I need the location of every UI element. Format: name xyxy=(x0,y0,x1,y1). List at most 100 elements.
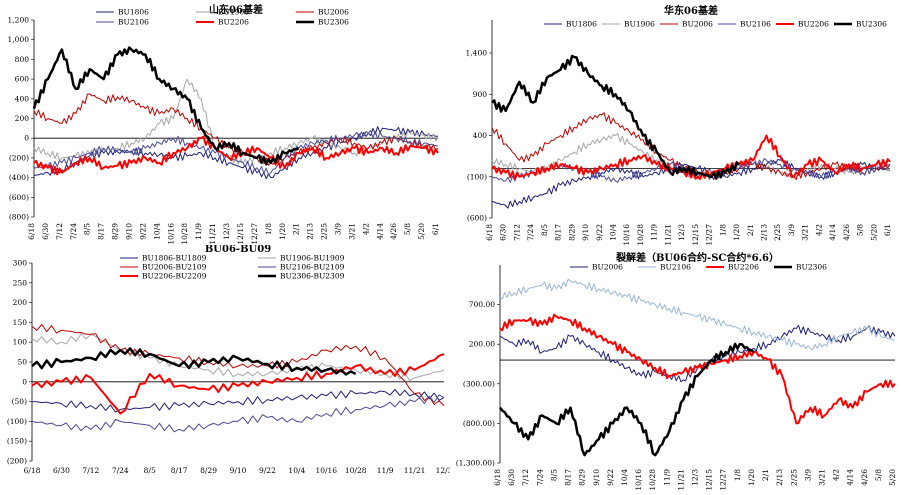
x-tick-label: 3/9 xyxy=(787,224,796,236)
chart-crack-spread: 裂解差（BU06合约-SC合约*6.6） (1,300.00) (800.00) (3… xyxy=(456,251,897,491)
x-tick-label: 2/25 xyxy=(789,469,798,486)
legend-label-bu2306: BU2306 xyxy=(318,18,349,27)
x-tick-label: 1/20 xyxy=(732,224,741,241)
series-line-bu2306 xyxy=(32,46,300,166)
x-tick-label: 9/10 xyxy=(581,224,590,241)
y-tick-label: 100 xyxy=(13,338,28,347)
x-tick-label: 11/9 xyxy=(662,469,671,486)
x-tick-label: 4/2 xyxy=(832,469,841,481)
x-tick-label: 6/30 xyxy=(41,223,50,240)
legend-label-bu2306-bu2309: BU2306-BU2309 xyxy=(280,272,345,281)
x-tick-label: 5/20 xyxy=(888,469,897,486)
y-tick-label: 200.00 xyxy=(469,340,495,349)
x-tick-label: 8/17 xyxy=(171,466,188,475)
x-tick-label: 11/9 xyxy=(194,223,203,240)
y-tick-label: 150 xyxy=(13,318,28,327)
series-line-bu2006-bu2109 xyxy=(31,323,445,406)
x-tick-label: 1/8 xyxy=(718,224,727,236)
x-tick-label: 4/26 xyxy=(842,224,851,241)
x-tick-label: 8/29 xyxy=(200,466,217,475)
x-tick-label: 10/4 xyxy=(609,224,618,241)
series-line-bu2006 xyxy=(499,325,896,383)
x-tick-label: 10/28 xyxy=(345,466,367,475)
series-line-bu2106 xyxy=(499,278,896,351)
legend-label-bu2106: BU2106 xyxy=(660,263,691,272)
x-tick-label: 2/13 xyxy=(775,469,784,486)
x-tick-label: 2/13 xyxy=(306,223,315,240)
series-line-bu2106 xyxy=(33,130,439,176)
series-line-bu2306-bu2309 xyxy=(31,347,357,376)
legend-label-bu2006: BU2006 xyxy=(682,20,713,29)
chart-panel-bu06-bu09: BU06-BU09 (200) (150) (100) (50) 0 50 100 150 200… xyxy=(0,244,453,491)
x-tick-label: 3/21 xyxy=(347,223,356,240)
x-tick-label: 10/16 xyxy=(634,469,643,491)
x-tick-label: 4/2 xyxy=(361,223,370,235)
legend-label-bu2006: BU2006 xyxy=(592,263,623,272)
x-tick-label: 11/9 xyxy=(650,224,659,241)
x-tick-label: 12/3 xyxy=(677,224,686,241)
x-tick-label: 2/25 xyxy=(320,223,329,240)
legend-label-bu1806-bu1809: BU1806-BU1809 xyxy=(142,254,207,263)
x-tick-label: 9/22 xyxy=(595,224,604,241)
x-tick-label: 6/1 xyxy=(431,223,440,235)
x-tick-label: 11/21 xyxy=(676,469,685,491)
y-tick-label: (150) xyxy=(7,437,27,446)
x-tick-label: 1/20 xyxy=(747,469,756,486)
x-tick-label: 8/17 xyxy=(564,469,573,486)
y-tick-label: 300 xyxy=(13,259,28,268)
x-tick-label: 8/5 xyxy=(83,223,92,235)
y-tick-label: 400 xyxy=(15,94,30,103)
legend-label-bu1906: BU1906 xyxy=(624,20,655,29)
x-tick-label: 3/9 xyxy=(803,469,812,481)
y-tick-label: 250 xyxy=(13,278,28,287)
series-line-bu1806 xyxy=(491,157,891,209)
x-tick-label: 10/28 xyxy=(636,224,645,245)
x-tick-label: 7/24 xyxy=(112,466,129,475)
legend-label-bu2106-bu2109: BU2106-BU2109 xyxy=(280,263,345,272)
legend-label-bu2106: BU2106 xyxy=(740,20,771,29)
x-tick-label: 10/4 xyxy=(288,466,305,475)
chart-panel-east-china-basis: 华东06基差 (600) (100) 400 900 1,400 6/18 6/30 7/12 7… xyxy=(450,0,901,246)
y-tick-label: 700.00 xyxy=(469,300,495,309)
y-tick-label: 50 xyxy=(17,358,27,367)
series-line-bu2206 xyxy=(491,134,891,180)
x-tick-label: 9/10 xyxy=(230,466,247,475)
y-tick-label: 900 xyxy=(473,90,488,99)
y-tick-label: (200) xyxy=(7,457,27,466)
x-tick-label: 11/21 xyxy=(208,223,217,245)
chart-title: 华东06基差 xyxy=(664,4,718,17)
x-tick-label: 1/8 xyxy=(733,469,742,481)
x-tick-label: 9/22 xyxy=(138,223,147,240)
x-tick-label: 5/8 xyxy=(403,223,412,235)
x-tick-label: 2/13 xyxy=(759,224,768,241)
y-tick-label: (1,300.00) xyxy=(456,459,495,468)
y-tick-label: 1,000 xyxy=(8,35,30,44)
x-tick-label: 9/22 xyxy=(606,469,615,486)
x-tick-label: 1/20 xyxy=(278,223,287,240)
y-tick-label: 600 xyxy=(15,75,30,84)
x-tick-label: 7/24 xyxy=(69,223,78,240)
y-tick-label: 1,400 xyxy=(466,49,488,58)
series-line-bu2306 xyxy=(491,54,740,180)
x-tick-label: 7/12 xyxy=(512,224,521,241)
legend-label-bu2306: BU2306 xyxy=(856,20,887,29)
x-tick-label: 2/25 xyxy=(773,224,782,241)
x-tick-label: 2/1 xyxy=(746,224,755,236)
y-tick-label: 0 xyxy=(22,377,27,386)
chart-title: BU06-BU09 xyxy=(205,245,271,255)
series-line-bu1906-bu1909 xyxy=(31,333,445,382)
x-tick-label: 12/15 xyxy=(705,469,714,491)
legend-label-bu2206: BU2206 xyxy=(218,18,249,27)
y-tick-label: 200 xyxy=(13,298,28,307)
x-tick-label: 8/29 xyxy=(578,469,587,486)
x-tick-label: 12/3 xyxy=(436,466,450,475)
legend-label-bu2006-bu2109: BU2006-BU2109 xyxy=(142,263,207,272)
y-tick-label: 1,200 xyxy=(8,16,30,25)
x-tick-label: 6/18 xyxy=(27,223,36,240)
x-tick-label: 5/8 xyxy=(856,224,865,236)
x-tick-label: 10/16 xyxy=(315,466,337,475)
y-tick-label: (50) xyxy=(12,397,27,406)
y-tick-label: 0 xyxy=(24,134,29,143)
x-tick-label: 1/8 xyxy=(264,223,273,235)
y-tick-label: (100) xyxy=(7,417,27,426)
